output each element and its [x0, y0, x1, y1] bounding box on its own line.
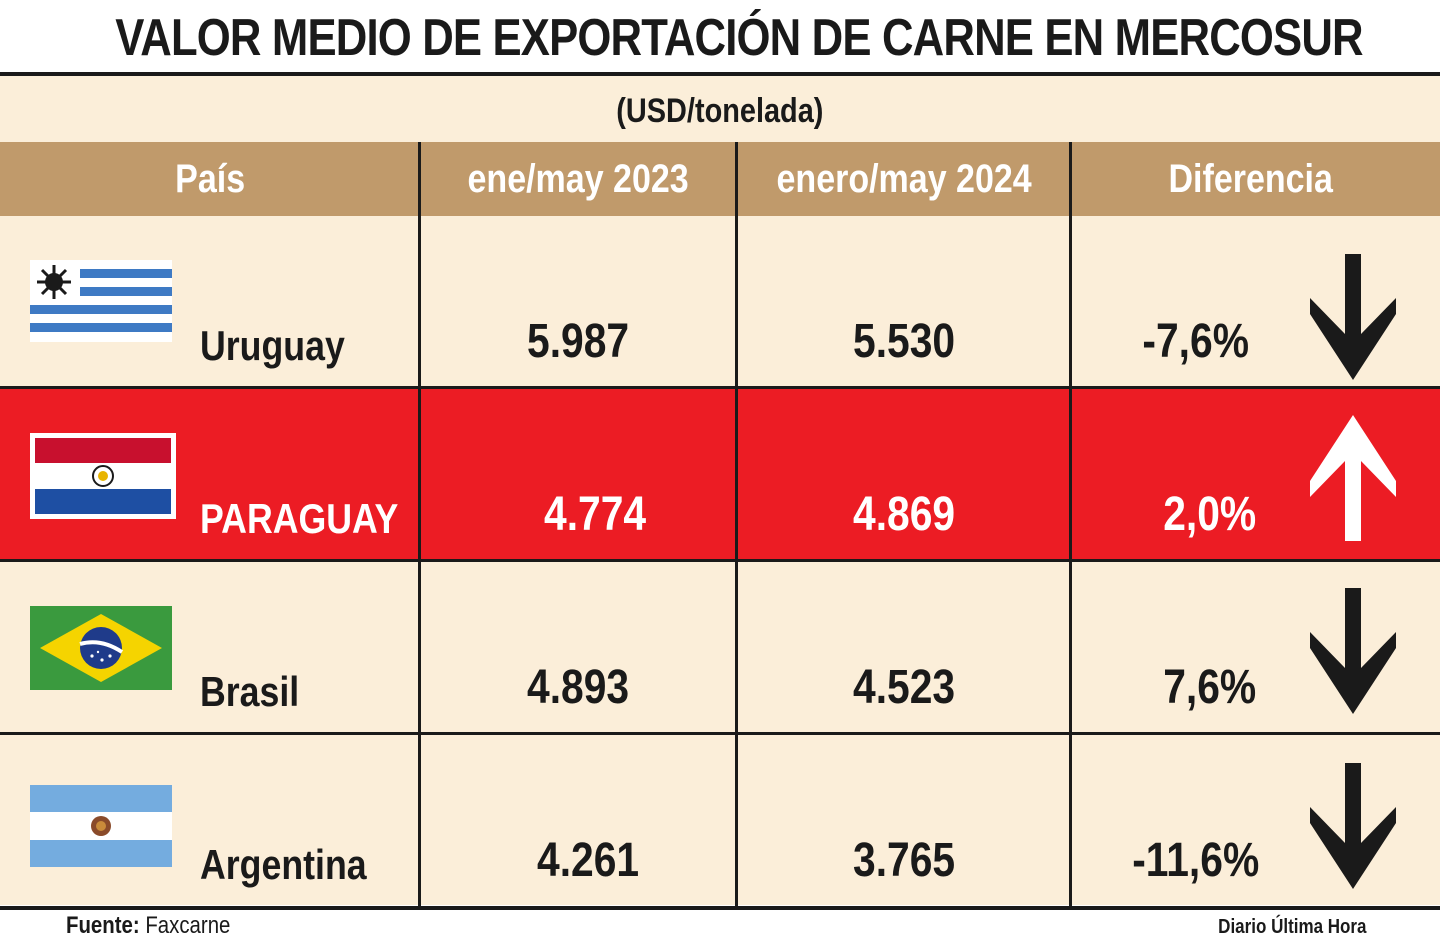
difference-value: -7,6% [1142, 315, 1250, 368]
table-row: Uruguay 5.987 5.530 -7,6% [0, 216, 1440, 386]
header-2024: enero/may 2024 [776, 157, 1032, 201]
publisher-credit: Diario Última Hora [1217, 916, 1366, 938]
difference-value: 7,6% [1163, 661, 1257, 714]
value-2024: 4.523 [852, 661, 956, 714]
header-country: País [175, 157, 245, 201]
uruguay-flag-icon [30, 260, 172, 342]
top-divider [0, 72, 1440, 76]
brazil-flag-icon [30, 606, 172, 690]
bottom-divider [0, 906, 1440, 910]
column-divider [735, 142, 738, 908]
column-divider [1069, 142, 1072, 908]
header-difference: Diferencia [1168, 157, 1334, 201]
up-arrow-icon [1310, 415, 1396, 541]
value-2023: 4.261 [537, 834, 640, 887]
table-header: País ene/may 2023 enero/may 2024 Diferen… [0, 142, 1440, 216]
column-divider [418, 142, 421, 908]
source-note: Fuente: Faxcarne [66, 912, 230, 940]
row-divider [0, 386, 1440, 389]
chart-title: VALOR MEDIO DE EXPORTACIÓN DE CARNE EN M… [115, 9, 1363, 67]
value-2023: 5.987 [527, 315, 630, 368]
difference-value: 2,0% [1163, 488, 1257, 541]
row-divider [0, 732, 1440, 735]
value-2024: 4.869 [852, 488, 956, 541]
country-name: Argentina [200, 841, 367, 888]
country-name: Brasil [200, 668, 300, 715]
table-row: Argentina 4.261 3.765 -11,6% [0, 735, 1440, 905]
argentina-flag-icon [30, 785, 172, 867]
header-2023: ene/may 2023 [467, 157, 690, 201]
value-2023: 4.893 [527, 661, 630, 714]
row-divider [0, 559, 1440, 562]
units-label: (USD/tonelada) [616, 92, 824, 130]
value-2024: 5.530 [852, 315, 956, 368]
difference-value: -11,6% [1132, 834, 1260, 887]
country-name: PARAGUAY [200, 495, 399, 542]
down-arrow-icon [1310, 254, 1396, 380]
country-name: Uruguay [200, 322, 345, 369]
units-band: (USD/tonelada) [0, 76, 1440, 142]
down-arrow-icon [1310, 588, 1396, 714]
value-2024: 3.765 [852, 834, 956, 887]
value-2023: 4.774 [544, 488, 647, 541]
table-row: PARAGUAY 4.774 4.869 2,0% [0, 389, 1440, 559]
source-label: Fuente: [66, 912, 140, 939]
table-row: Brasil 4.893 4.523 7,6% [0, 562, 1440, 732]
paraguay-flag-icon [30, 433, 176, 519]
source-name: Faxcarne [145, 912, 231, 939]
down-arrow-icon [1310, 763, 1396, 889]
